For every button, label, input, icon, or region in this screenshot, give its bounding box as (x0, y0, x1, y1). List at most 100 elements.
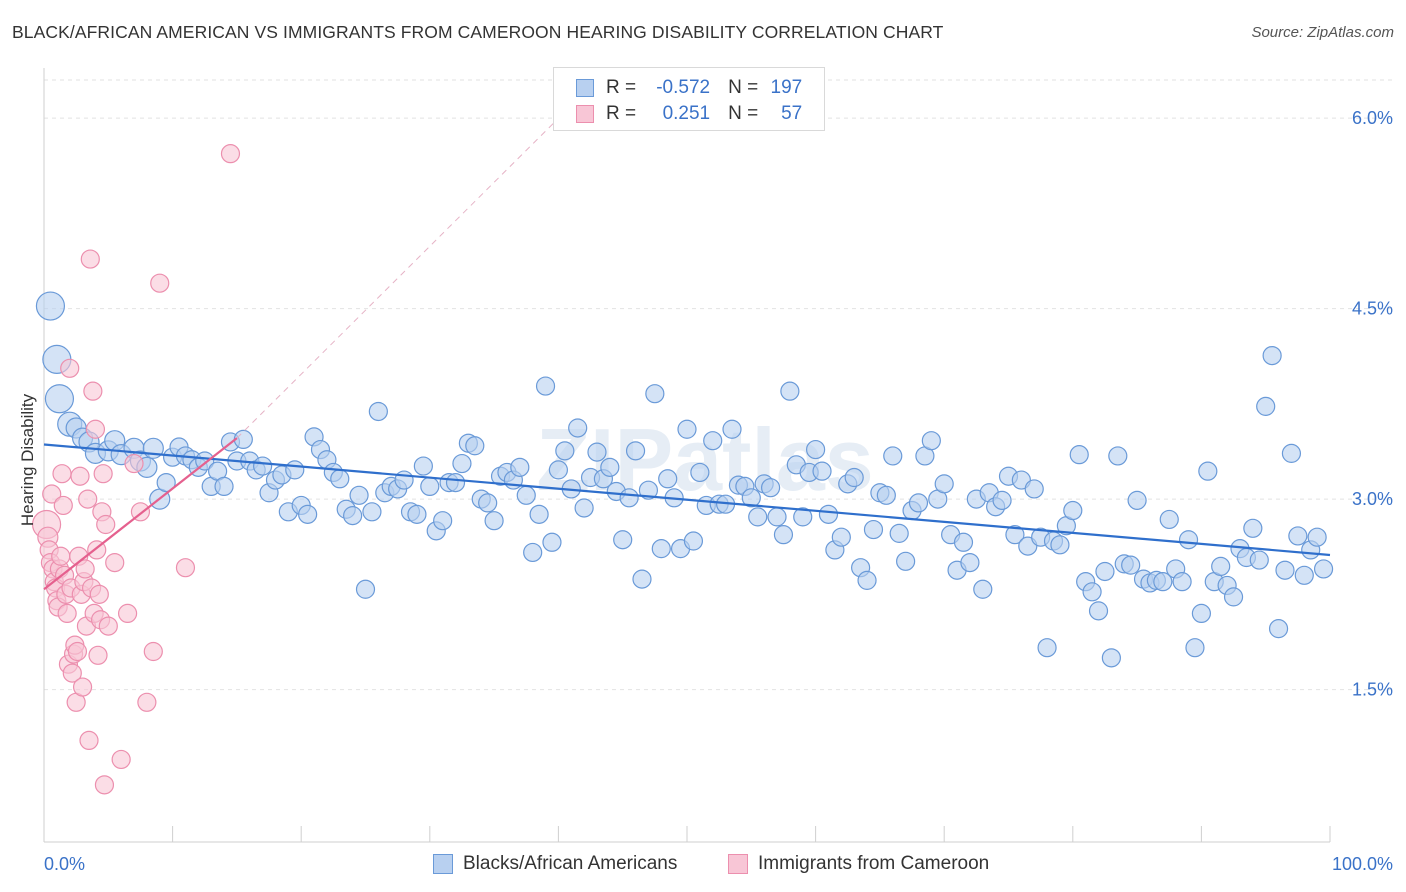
data-point (394, 470, 414, 490)
data-point (568, 418, 588, 438)
data-point (844, 467, 864, 488)
data-point (535, 376, 556, 396)
tick-labels: 1.5% 3.0% 4.5% 6.0% 0.0% 100.0% (44, 108, 1393, 874)
data-point (703, 431, 723, 451)
data-point (960, 552, 980, 573)
series-cameroon-points (31, 144, 241, 795)
data-point (368, 401, 388, 422)
data-point (1005, 525, 1025, 545)
data-point (896, 551, 916, 571)
r-value: -0.572 (656, 77, 711, 98)
data-point (973, 579, 993, 599)
data-point (555, 441, 575, 461)
legend-row-blacks: R = -0.572 N = 197 (576, 76, 802, 100)
data-point (407, 504, 427, 524)
n-value: 197 (770, 77, 803, 98)
data-point (88, 645, 108, 665)
data-point (1275, 560, 1295, 580)
data-point (1088, 601, 1109, 621)
data-point (1153, 572, 1173, 592)
data-point (773, 525, 794, 545)
data-point (72, 677, 93, 697)
data-point (812, 461, 832, 481)
data-point (413, 456, 433, 476)
data-point (760, 478, 781, 498)
data-point (465, 436, 485, 456)
data-point (1063, 500, 1083, 521)
watermark: ZIPatlas (536, 410, 873, 509)
data-point (57, 603, 77, 624)
data-point (767, 507, 787, 527)
data-point (1288, 526, 1308, 546)
data-point (1101, 648, 1121, 668)
data-point (214, 476, 234, 496)
trend-extension-cameroon (236, 79, 598, 439)
data-point (574, 498, 594, 518)
data-point (220, 144, 241, 164)
data-point (1223, 587, 1244, 607)
data-point (60, 358, 80, 378)
data-point (1294, 565, 1314, 585)
data-point (651, 539, 671, 559)
data-point (52, 464, 72, 484)
data-point (445, 472, 466, 493)
data-point (548, 460, 569, 480)
data-point (883, 446, 903, 466)
data-point (1307, 527, 1327, 547)
data-point (478, 493, 498, 513)
legend-row-cameroon: R = 0.251 N = 57 (576, 102, 802, 126)
data-point (818, 504, 839, 524)
data-point (645, 384, 665, 404)
axes (43, 68, 1331, 843)
data-point (516, 485, 536, 505)
data-point (953, 532, 974, 552)
n-label: N = (728, 103, 759, 124)
data-point (35, 291, 66, 321)
data-point (94, 775, 115, 795)
data-point (124, 453, 144, 474)
data-point (150, 273, 170, 293)
data-point (619, 488, 639, 508)
data-point (1262, 345, 1282, 366)
r-label: R = (606, 103, 637, 124)
data-point (1185, 638, 1205, 658)
data-point (78, 489, 98, 509)
data-point (75, 559, 95, 579)
r-value: 0.251 (662, 103, 711, 124)
y-tick-label: 6.0% (1352, 108, 1393, 128)
data-point (690, 462, 710, 483)
data-point (349, 485, 369, 505)
data-point (452, 453, 472, 474)
y-tick-label: 4.5% (1352, 299, 1393, 319)
data-point (1249, 550, 1269, 570)
data-point (484, 511, 504, 531)
data-point (748, 507, 768, 527)
data-point (1198, 461, 1218, 481)
data-point (542, 532, 562, 552)
legend-item-blacks[interactable]: Blacks/African Americans (433, 851, 677, 877)
data-point (89, 584, 109, 604)
trend-lines (43, 79, 1331, 591)
data-point (1313, 559, 1334, 579)
data-point (53, 495, 73, 516)
x-tick-label: 100.0% (1332, 854, 1393, 874)
data-point (510, 457, 530, 477)
data-point (1024, 479, 1044, 499)
data-point (1191, 603, 1212, 624)
data-point (83, 381, 103, 401)
data-point (253, 456, 273, 476)
data-point (613, 530, 633, 550)
data-point (863, 519, 884, 540)
data-point (70, 466, 90, 486)
data-point (1243, 518, 1263, 538)
legend-item-cameroon[interactable]: Immigrants from Cameroon (728, 851, 989, 877)
data-point (1159, 509, 1179, 530)
legend-swatch-pink (576, 105, 594, 123)
data-point (117, 603, 138, 624)
data-point (741, 488, 761, 508)
data-point (683, 531, 704, 551)
data-point (343, 506, 363, 526)
data-point (1050, 535, 1070, 555)
data-point (79, 730, 99, 751)
